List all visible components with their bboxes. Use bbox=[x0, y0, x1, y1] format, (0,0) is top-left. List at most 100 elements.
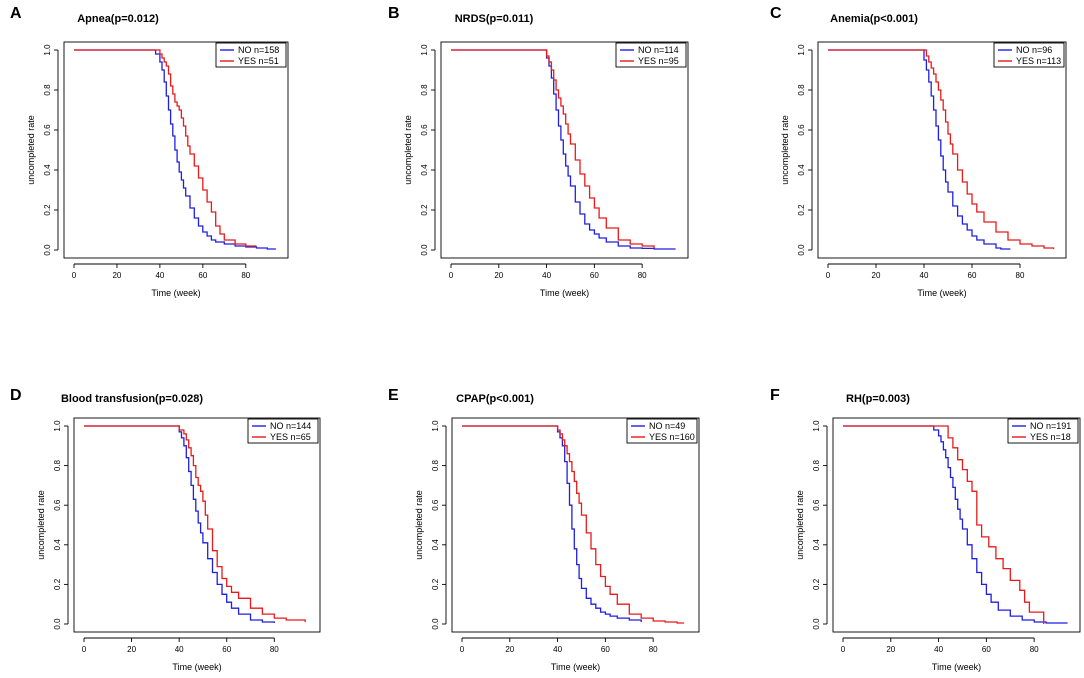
panel-letter: C bbox=[770, 5, 782, 22]
legend-label-yes: YES n=18 bbox=[1030, 432, 1071, 442]
x-tick-label: 60 bbox=[982, 645, 991, 654]
y-tick-label: 0.0 bbox=[431, 618, 440, 630]
y-tick-label: 1.0 bbox=[43, 44, 52, 56]
plot-frame bbox=[832, 417, 1081, 633]
x-tick-label: 40 bbox=[920, 271, 929, 280]
y-tick-label: 1.0 bbox=[797, 44, 806, 56]
legend-label-yes: YES n=113 bbox=[1016, 56, 1061, 66]
km-curve-no bbox=[84, 425, 275, 623]
km-curve-no bbox=[74, 49, 276, 250]
x-tick-label: 60 bbox=[968, 271, 977, 280]
plot-title: RH(p=0.003) bbox=[846, 393, 910, 405]
x-axis-label: Time (week) bbox=[917, 288, 966, 298]
chart-panel-a: A Apnea(p=0.012) 0 20 40 60 80 Time (week) 0.0 0.… bbox=[10, 5, 289, 298]
y-axis-label: uncompleted rate bbox=[780, 115, 790, 185]
y-tick-label: 0.4 bbox=[812, 539, 821, 551]
plot-title: Blood transfusion(p=0.028) bbox=[61, 393, 203, 405]
x-tick-label: 0 bbox=[82, 645, 87, 654]
plot-title: NRDS(p=0.011) bbox=[455, 13, 534, 25]
legend-label-no: NO n=158 bbox=[238, 45, 279, 55]
y-tick-label: 0.6 bbox=[431, 499, 440, 511]
y-tick-label: 0.8 bbox=[43, 84, 52, 96]
x-tick-label: 40 bbox=[934, 645, 943, 654]
y-tick-label: 0.4 bbox=[53, 539, 62, 551]
y-tick-label: 1.0 bbox=[812, 420, 821, 432]
x-axis-label: Time (week) bbox=[932, 662, 981, 672]
plot-frame bbox=[73, 417, 321, 633]
legend-label-yes: YES n=51 bbox=[238, 56, 279, 66]
y-tick-label: 0.0 bbox=[420, 244, 429, 256]
x-axis-label: Time (week) bbox=[540, 288, 589, 298]
x-tick-label: 80 bbox=[649, 645, 658, 654]
plot-title: Apnea(p=0.012) bbox=[77, 13, 159, 25]
y-axis-label: uncompleted rate bbox=[414, 490, 424, 560]
y-tick-label: 0.6 bbox=[420, 124, 429, 136]
km-curve-yes bbox=[843, 425, 1045, 624]
x-tick-label: 0 bbox=[72, 271, 77, 280]
legend-box bbox=[615, 42, 687, 68]
x-tick-label: 0 bbox=[460, 645, 465, 654]
km-curve-yes bbox=[828, 49, 1055, 249]
y-tick-label: 1.0 bbox=[420, 44, 429, 56]
plot-frame bbox=[451, 417, 700, 633]
y-tick-label: 0.2 bbox=[812, 578, 821, 590]
chart-panel-d: D Blood transfusion(p=0.028) 0 20 40 60 80 Time… bbox=[10, 387, 321, 672]
x-tick-label: 20 bbox=[127, 645, 136, 654]
panel-letter: B bbox=[388, 5, 400, 22]
y-tick-label: 0.4 bbox=[431, 539, 440, 551]
y-tick-label: 0.4 bbox=[797, 164, 806, 176]
y-tick-label: 0.2 bbox=[53, 578, 62, 590]
y-tick-label: 0.8 bbox=[812, 459, 821, 471]
legend-box bbox=[215, 42, 287, 68]
km-curve-no bbox=[843, 425, 1068, 624]
x-tick-label: 20 bbox=[494, 271, 503, 280]
x-tick-label: 20 bbox=[872, 271, 881, 280]
plot-title: CPAP(p<0.001) bbox=[456, 393, 534, 405]
km-curve-yes bbox=[451, 49, 655, 248]
x-tick-label: 0 bbox=[449, 271, 454, 280]
y-tick-label: 0.2 bbox=[431, 578, 440, 590]
y-tick-label: 1.0 bbox=[53, 420, 62, 432]
y-tick-label: 0.6 bbox=[43, 124, 52, 136]
legend-label-no: NO n=114 bbox=[638, 45, 679, 55]
y-tick-label: 0.2 bbox=[420, 204, 429, 216]
plot-title: Anemia(p<0.001) bbox=[830, 13, 918, 25]
x-tick-label: 40 bbox=[175, 645, 184, 654]
y-tick-label: 0.4 bbox=[420, 164, 429, 176]
legend-label-no: NO n=96 bbox=[1016, 45, 1052, 55]
legend-label-yes: YES n=65 bbox=[270, 432, 311, 442]
x-tick-label: 40 bbox=[542, 271, 551, 280]
x-tick-label: 80 bbox=[270, 645, 279, 654]
x-axis-label: Time (week) bbox=[151, 288, 200, 298]
x-tick-label: 20 bbox=[112, 271, 121, 280]
chart-panel-b: B NRDS(p=0.011) 0 20 40 60 80 Time (week) 0.0 0.2… bbox=[388, 5, 689, 298]
panel-letter: D bbox=[10, 387, 22, 404]
y-tick-label: 1.0 bbox=[431, 420, 440, 432]
panel-letter: A bbox=[10, 5, 22, 22]
plot-frame bbox=[63, 41, 289, 259]
y-tick-label: 0.0 bbox=[43, 244, 52, 256]
x-tick-label: 40 bbox=[553, 645, 562, 654]
y-tick-label: 0.4 bbox=[43, 164, 52, 176]
km-curve-yes bbox=[84, 425, 306, 622]
chart-panel-e: E CPAP(p<0.001) 0 20 40 60 80 Time (week) 0.0 0.2… bbox=[388, 387, 700, 672]
plot-frame bbox=[440, 41, 689, 259]
legend-box bbox=[626, 418, 698, 444]
y-tick-label: 0.2 bbox=[797, 204, 806, 216]
legend-box bbox=[993, 42, 1065, 68]
x-tick-label: 20 bbox=[886, 645, 895, 654]
y-tick-label: 0.6 bbox=[812, 499, 821, 511]
y-axis-label: uncompleted rate bbox=[795, 490, 805, 560]
y-tick-label: 0.8 bbox=[420, 84, 429, 96]
km-curve-yes bbox=[462, 425, 685, 624]
x-tick-label: 80 bbox=[638, 271, 647, 280]
legend-box bbox=[1007, 418, 1079, 444]
plot-frame bbox=[817, 41, 1067, 259]
y-tick-label: 0.0 bbox=[812, 618, 821, 630]
y-tick-label: 0.8 bbox=[797, 84, 806, 96]
y-axis-label: uncompleted rate bbox=[403, 115, 413, 185]
x-tick-label: 0 bbox=[826, 271, 831, 280]
km-curve-no bbox=[828, 49, 1011, 250]
x-tick-label: 80 bbox=[1030, 645, 1039, 654]
